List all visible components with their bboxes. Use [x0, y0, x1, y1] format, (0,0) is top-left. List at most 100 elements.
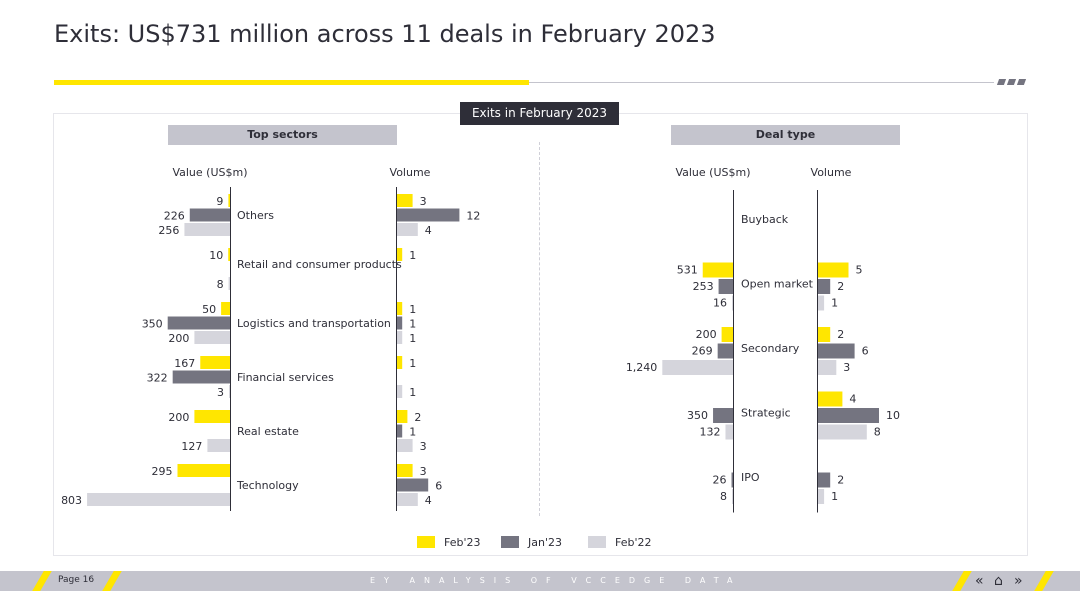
- value-label: 200: [168, 411, 189, 424]
- value-bar: [731, 472, 733, 488]
- volume-label: 1: [831, 490, 838, 503]
- next-page-button[interactable]: »: [1014, 573, 1023, 589]
- legend-label: Feb'23: [444, 536, 481, 549]
- value-bar: [228, 248, 230, 261]
- value-label: 200: [696, 328, 717, 341]
- value-label: 16: [713, 297, 727, 310]
- value-bar: [189, 208, 230, 222]
- volume-label: 1: [409, 249, 416, 262]
- first-page-button[interactable]: «: [975, 573, 984, 589]
- value-bar: [717, 343, 733, 359]
- deal-type-header: Deal type: [671, 125, 900, 145]
- volume-label: 2: [837, 280, 844, 293]
- volume-label: 3: [420, 195, 427, 208]
- value-bar: [721, 327, 733, 342]
- value-label: 1,240: [626, 361, 658, 374]
- value-label: 26: [713, 474, 727, 487]
- volume-bar: [397, 478, 429, 492]
- volume-bar: [818, 262, 849, 278]
- volume-label: 12: [466, 210, 480, 223]
- volume-bar: [818, 424, 867, 440]
- volume-bar: [397, 331, 403, 344]
- value-label: 322: [147, 372, 168, 385]
- volume-axis-title: Volume: [811, 166, 852, 179]
- value-bar: [718, 279, 733, 294]
- volume-label: 1: [409, 318, 416, 331]
- home-icon[interactable]: ⌂: [994, 573, 1003, 589]
- volume-bar: [818, 408, 879, 423]
- value-label: 50: [202, 303, 216, 316]
- volume-bar: [397, 208, 460, 222]
- value-bar: [172, 370, 230, 384]
- value-bar: [725, 424, 733, 440]
- value-label: 295: [151, 465, 172, 478]
- page-title: Exits: US$731 million across 11 deals in…: [54, 20, 716, 48]
- volume-bar: [397, 439, 413, 452]
- volume-bar: [397, 464, 413, 477]
- value-label: 3: [217, 386, 224, 399]
- value-label: 350: [142, 318, 163, 331]
- volume-bar: [818, 343, 855, 359]
- value-label: 531: [677, 264, 698, 277]
- volume-label: 10: [886, 409, 900, 422]
- volume-bar: [397, 223, 418, 236]
- category-label: Technology: [236, 479, 299, 492]
- volume-bar: [397, 316, 403, 330]
- volume-label: 2: [837, 474, 844, 487]
- volume-label: 3: [843, 361, 850, 374]
- volume-bar: [397, 248, 403, 261]
- volume-bar: [818, 279, 831, 294]
- volume-label: 5: [856, 264, 863, 277]
- volume-bar: [818, 360, 837, 375]
- category-label: Retail and consumer products: [237, 258, 402, 271]
- value-label: 350: [687, 409, 708, 422]
- volume-label: 8: [874, 426, 881, 439]
- value-label: 226: [164, 210, 185, 223]
- value-label: 269: [692, 345, 713, 358]
- volume-bar: [818, 489, 825, 504]
- category-label: Buyback: [741, 213, 789, 226]
- value-label: 803: [61, 494, 82, 507]
- value-label: 200: [168, 332, 189, 345]
- value-bar: [194, 410, 230, 423]
- value-bar: [732, 295, 733, 311]
- value-bar: [662, 360, 733, 375]
- category-label: IPO: [741, 471, 760, 484]
- volume-label: 1: [409, 303, 416, 316]
- volume-bar: [818, 327, 831, 342]
- footer-source-text: EY ANALYSIS OF VCCEDGE DATA: [370, 576, 742, 585]
- legend-swatch: [501, 536, 519, 548]
- top-sectors-header: Top sectors: [168, 125, 397, 145]
- panel-divider: [539, 142, 540, 516]
- value-label: 8: [720, 490, 727, 503]
- volume-bar: [818, 295, 825, 311]
- volume-label: 1: [409, 332, 416, 345]
- volume-label: 2: [837, 328, 844, 341]
- volume-label: 2: [414, 411, 421, 424]
- volume-bar: [397, 302, 403, 315]
- value-label: 167: [174, 357, 195, 370]
- volume-bar: [397, 194, 413, 207]
- value-bar: [713, 408, 733, 423]
- value-bar: [200, 356, 230, 369]
- value-label: 9: [216, 195, 223, 208]
- volume-bar: [397, 424, 403, 438]
- legend-swatch: [588, 536, 606, 548]
- value-bar: [228, 277, 230, 290]
- volume-label: 4: [425, 494, 432, 507]
- title-underline-rule: [529, 82, 994, 83]
- page-number: Page 16: [58, 575, 95, 585]
- volume-bar: [397, 385, 403, 398]
- value-bar: [221, 302, 230, 315]
- value-bar: [229, 385, 230, 398]
- value-axis-title: Value (US$m): [172, 166, 247, 179]
- category-label: Logistics and transportation: [237, 317, 391, 330]
- category-label: Financial services: [237, 371, 334, 384]
- value-label: 127: [181, 440, 202, 453]
- category-label: Real estate: [237, 425, 299, 438]
- footer-bar: [0, 571, 1080, 591]
- volume-label: 1: [831, 297, 838, 310]
- volume-bar: [397, 356, 403, 369]
- volume-axis-title: Volume: [390, 166, 431, 179]
